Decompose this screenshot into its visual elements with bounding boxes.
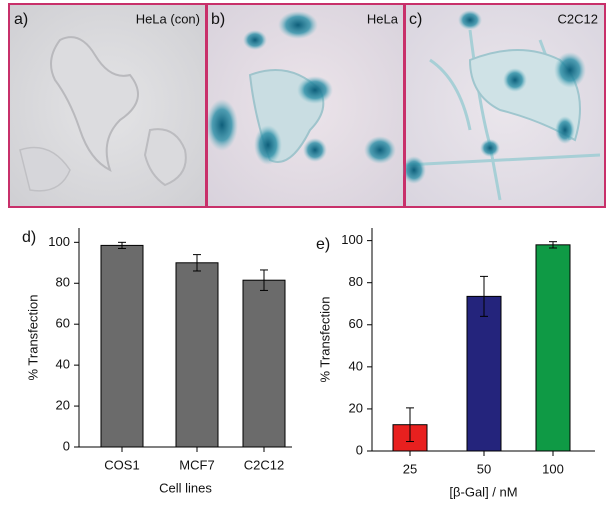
panel-label: c) [409, 11, 422, 28]
y-tick-label: 60 [349, 316, 363, 331]
y-tick-label: 40 [349, 358, 363, 373]
x-axis-label: Cell lines [159, 480, 212, 495]
y-tick-label: 20 [349, 400, 363, 415]
panel-label: b) [211, 11, 225, 28]
x-tick-label: 25 [403, 461, 417, 476]
error-bar [193, 254, 201, 272]
error-bar [260, 269, 268, 291]
error-bar [406, 407, 414, 443]
panel-label: d) [22, 229, 36, 246]
y-tick-label: 100 [341, 232, 363, 247]
y-tick-label: 100 [48, 234, 70, 249]
micrograph-b [206, 3, 405, 208]
bar [535, 244, 571, 452]
y-tick-label: 20 [56, 398, 70, 413]
y-tick-label: 0 [63, 438, 70, 453]
x-tick-label: MCF7 [179, 457, 214, 472]
micrograph-c [402, 3, 606, 208]
panel-caption: HeLa (con) [136, 11, 200, 26]
panel-caption: HeLa [367, 11, 399, 26]
x-axis-label: [β-Gal] / nM [449, 484, 517, 499]
micrograph-a [8, 3, 207, 208]
y-axis-label: % Transfection [317, 297, 332, 383]
panel-label: a) [14, 11, 28, 28]
bar [242, 279, 286, 448]
error-bar [118, 241, 126, 249]
x-tick-label: COS1 [104, 457, 139, 472]
y-tick-label: 0 [356, 442, 363, 457]
y-tick-label: 40 [56, 357, 70, 372]
y-axis-label: % Transfection [25, 295, 40, 381]
x-tick-label: 100 [542, 461, 564, 476]
bar [466, 295, 502, 452]
x-tick-label: 50 [477, 461, 491, 476]
y-tick-label: 80 [56, 275, 70, 290]
error-bar [480, 275, 488, 317]
y-tick-label: 60 [56, 316, 70, 331]
panel-caption: C2C12 [558, 11, 598, 26]
panel-label: e) [316, 236, 330, 253]
bar [175, 262, 219, 448]
error-bar [549, 241, 557, 249]
x-tick-label: C2C12 [244, 457, 284, 472]
bar [100, 244, 144, 448]
y-tick-label: 80 [349, 274, 363, 289]
